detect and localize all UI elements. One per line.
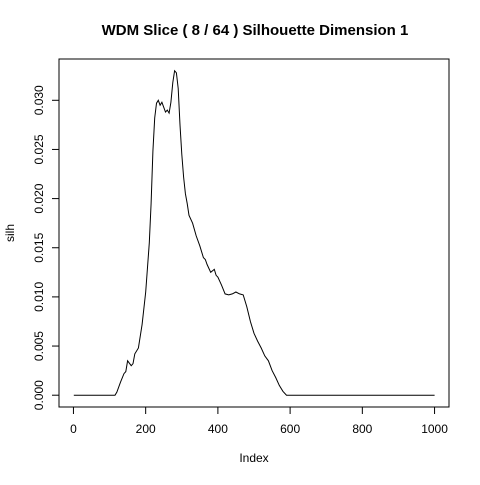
x-tick-label: 600 bbox=[280, 422, 300, 436]
x-axis-label: Index bbox=[239, 451, 268, 465]
y-tick-label: 0.025 bbox=[32, 134, 46, 164]
y-tick-label: 0.015 bbox=[32, 232, 46, 262]
y-tick-label: 0.000 bbox=[32, 380, 46, 410]
y-axis: 0.000 0.005 0.010 0.015 0.020 0.025 0.030 bbox=[32, 85, 60, 410]
y-tick-label: 0.020 bbox=[32, 183, 46, 213]
x-tick-label: 400 bbox=[208, 422, 228, 436]
chart-title: WDM Slice ( 8 / 64 ) Silhouette Dimensio… bbox=[102, 22, 409, 39]
x-tick-label: 200 bbox=[136, 422, 156, 436]
x-tick-label: 1000 bbox=[421, 422, 448, 436]
x-tick-label: 800 bbox=[352, 422, 372, 436]
plot-frame bbox=[58, 58, 450, 408]
y-tick-label: 0.030 bbox=[32, 85, 46, 115]
x-tick-label: 0 bbox=[70, 422, 77, 436]
series-line bbox=[73, 69, 435, 396]
y-axis-label: silh bbox=[3, 224, 17, 242]
y-tick-label: 0.005 bbox=[32, 331, 46, 361]
y-tick-label: 0.010 bbox=[32, 282, 46, 312]
x-axis: 0 200 400 600 800 1000 bbox=[70, 406, 448, 436]
